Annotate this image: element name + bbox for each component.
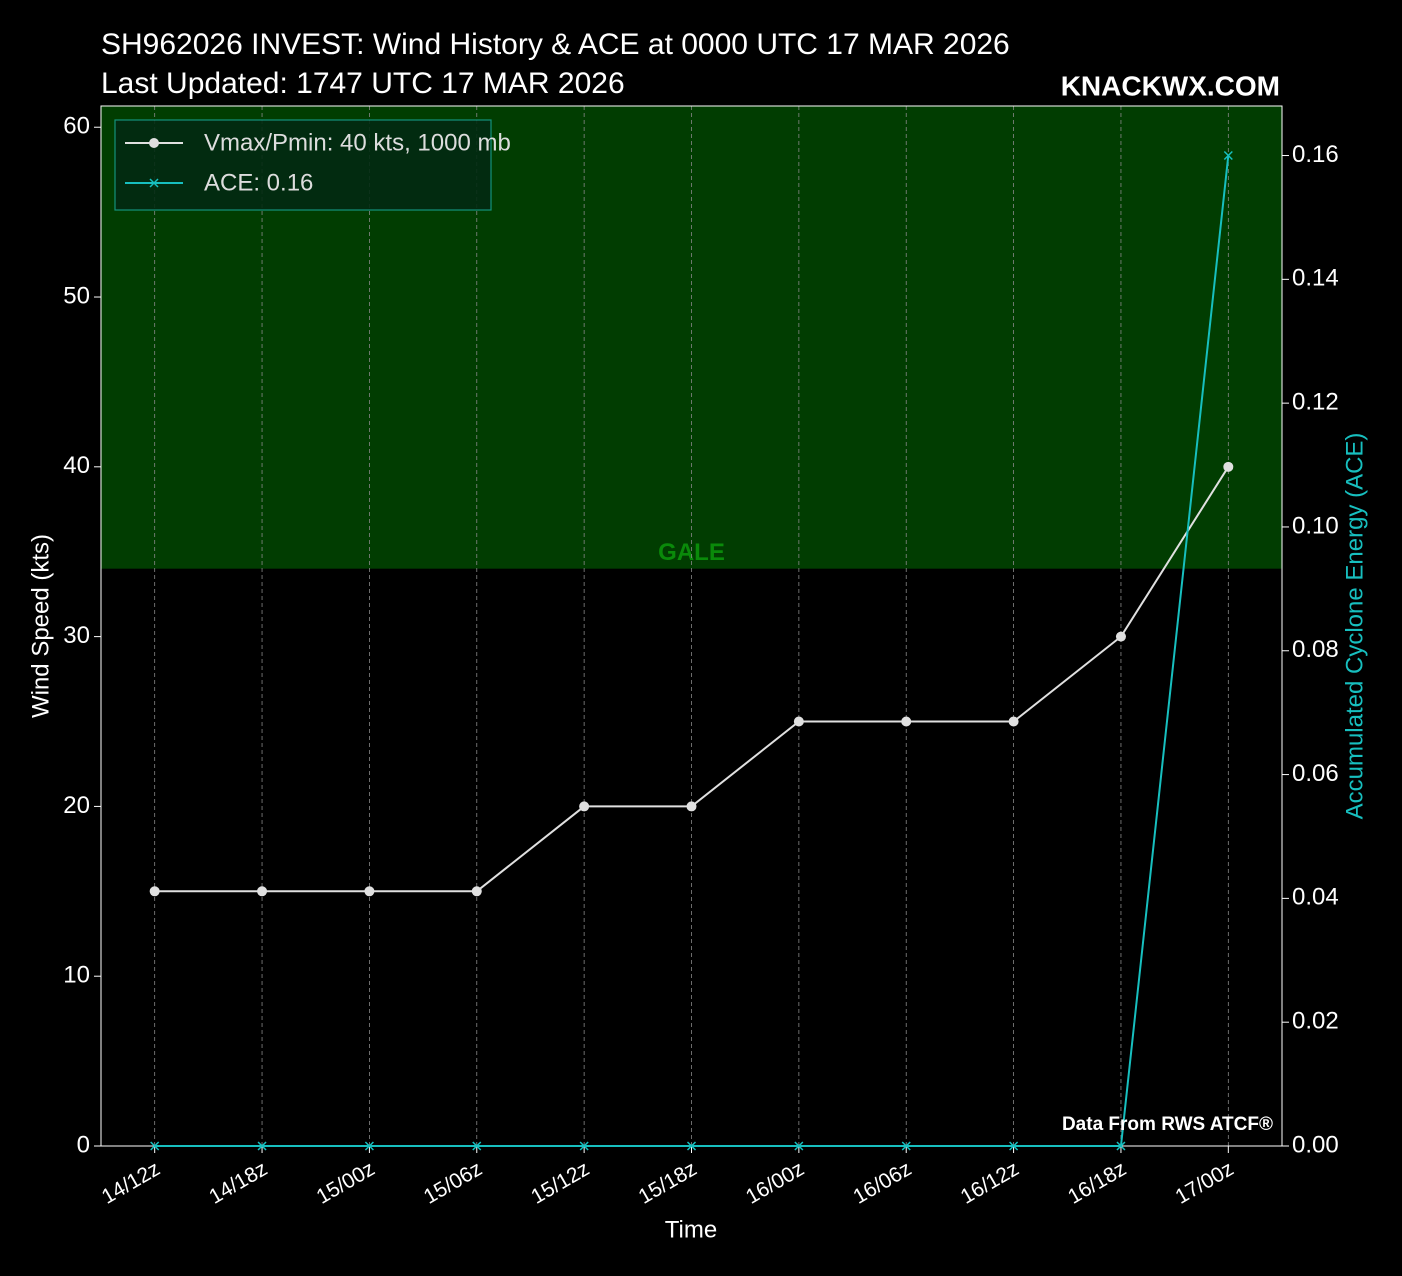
x-tick-label: 16/06z xyxy=(849,1157,915,1208)
point xyxy=(1223,461,1234,472)
y-tick-label: 50 xyxy=(63,282,90,309)
x-tick-label: 15/06z xyxy=(420,1157,486,1208)
point xyxy=(686,801,697,812)
legend: Vmax/Pmin: 40 kts, 1000 mb ACE: 0.16 xyxy=(114,119,511,211)
y2-tick-label: 0.06 xyxy=(1292,760,1339,787)
legend-box xyxy=(114,119,492,211)
point xyxy=(149,886,160,897)
y2-tick-label: 0.08 xyxy=(1292,636,1339,663)
y-axis-label: Wind Speed (kts) xyxy=(27,534,54,718)
y2-axis-label: Accumulated Cyclone Energy (ACE) xyxy=(1341,433,1368,820)
x-tick-label: 16/12z xyxy=(957,1157,1023,1208)
y2-tick-label: 0.14 xyxy=(1292,265,1339,292)
point xyxy=(686,1141,697,1151)
y-tick-label: 60 xyxy=(63,113,90,140)
point xyxy=(579,801,590,812)
x-tick-label: 15/00z xyxy=(313,1157,379,1208)
y2-tick-label: 0.02 xyxy=(1292,1008,1339,1035)
y2-tick-label: 0.00 xyxy=(1292,1131,1339,1158)
chart-title: SH962026 INVEST: Wind History & ACE at 0… xyxy=(101,28,1010,61)
point xyxy=(901,1141,911,1151)
y-tick-label: 0 xyxy=(77,1131,90,1158)
x-tick-label: 17/00z xyxy=(1171,1157,1237,1208)
y2-tick-label: 0.16 xyxy=(1292,141,1339,168)
y2-tick-label: 0.12 xyxy=(1292,388,1339,415)
chart-subtitle: Last Updated: 1747 UTC 17 MAR 2026 xyxy=(101,67,625,100)
x-axis-label: Time xyxy=(665,1216,717,1243)
point xyxy=(471,886,482,897)
x-tick-label: 14/18z xyxy=(205,1157,271,1208)
point xyxy=(793,716,804,727)
point xyxy=(149,178,159,188)
point xyxy=(1008,716,1019,727)
point xyxy=(794,1141,804,1151)
point xyxy=(257,886,268,897)
x-tick-label: 15/18z xyxy=(635,1157,701,1208)
point xyxy=(901,716,912,727)
point xyxy=(1116,1141,1126,1151)
point xyxy=(364,886,375,897)
x-tick-label: 16/18z xyxy=(1064,1157,1130,1208)
point xyxy=(149,138,159,148)
x-tick-label: 14/12z xyxy=(98,1157,164,1208)
y-tick-label: 20 xyxy=(63,792,90,819)
point xyxy=(472,1141,482,1151)
point xyxy=(1223,150,1233,161)
legend-label: Vmax/Pmin: 40 kts, 1000 mb xyxy=(204,129,511,156)
y-tick-label: 40 xyxy=(63,452,90,479)
x-tick-label: 16/00z xyxy=(742,1157,808,1208)
point xyxy=(1115,631,1126,642)
y-tick-label: 30 xyxy=(63,622,90,649)
y2-tick-label: 0.04 xyxy=(1292,884,1339,911)
y2-tick-label: 0.10 xyxy=(1292,512,1339,539)
legend-label: ACE: 0.16 xyxy=(204,169,313,196)
source-note: Data From RWS ATCF® xyxy=(1062,1114,1273,1135)
brand: KNACKWX.COM xyxy=(1061,70,1280,101)
x-tick-label: 15/12z xyxy=(527,1157,593,1208)
point xyxy=(579,1141,589,1151)
point xyxy=(257,1141,267,1151)
point xyxy=(1009,1141,1019,1151)
y-tick-label: 10 xyxy=(63,962,90,989)
point xyxy=(150,1141,160,1151)
point xyxy=(364,1141,374,1151)
